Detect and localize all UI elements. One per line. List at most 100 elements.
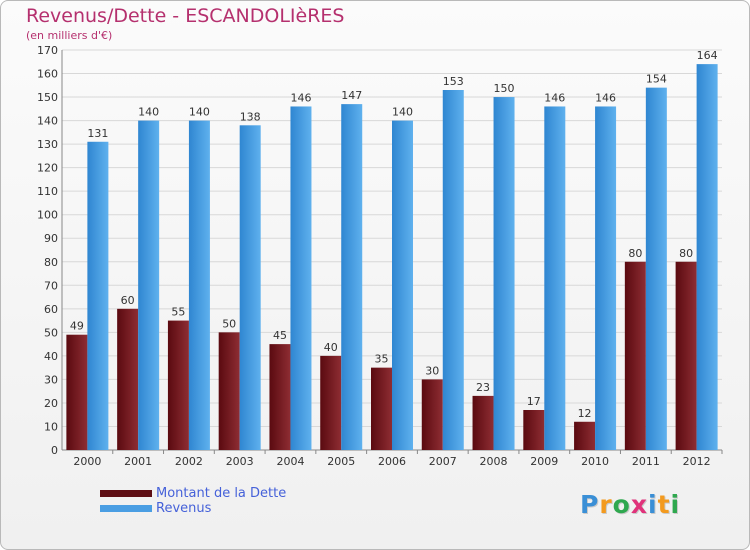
data-label-revenue: 140 (138, 106, 159, 119)
x-tick-label: 2010 (581, 455, 609, 468)
chart-title: Revenus/Dette - ESCANDOLIèRES (26, 5, 345, 27)
data-label-debt: 55 (171, 306, 185, 319)
bar-revenue (595, 106, 617, 451)
y-tick-label: 80 (44, 256, 58, 269)
y-tick-label: 40 (44, 350, 58, 363)
data-label-revenue: 154 (646, 73, 667, 86)
x-tick-label: 2009 (530, 455, 558, 468)
y-tick-label: 50 (44, 326, 58, 339)
x-tick-label: 2008 (480, 455, 508, 468)
data-label-debt: 80 (628, 247, 642, 260)
logo-letter: i (648, 490, 658, 519)
bar-debt (472, 395, 494, 450)
y-tick-label: 60 (44, 303, 58, 316)
legend-swatch-revenue (100, 505, 152, 512)
data-label-revenue: 150 (494, 82, 515, 95)
logo-letter: r (599, 490, 613, 519)
legend-label-debt: Montant de la Dette (156, 486, 287, 501)
logo-letter: P (580, 490, 600, 519)
x-tick-label: 2004 (276, 455, 304, 468)
bar-revenue (290, 106, 312, 451)
bar-debt (218, 332, 240, 450)
x-tick-label: 2006 (378, 455, 406, 468)
bar-debt (523, 410, 545, 450)
labels: 0 10 20 30 40 50 60 70 80 90 100 110 120 130 140 150 160… (37, 44, 718, 468)
bars (66, 64, 718, 451)
y-tick-label: 120 (37, 162, 58, 175)
data-label-debt: 60 (121, 294, 135, 307)
data-label-debt: 12 (578, 407, 592, 420)
bar-revenue (696, 64, 718, 450)
data-label-revenue: 147 (341, 89, 362, 102)
data-label-revenue: 146 (595, 91, 616, 104)
legend-swatch-debt (100, 490, 152, 497)
bar-debt (624, 261, 646, 450)
data-label-revenue: 140 (392, 106, 413, 119)
data-label-revenue: 138 (240, 110, 261, 123)
logo-letter: o (612, 490, 631, 519)
data-label-debt: 49 (70, 320, 84, 333)
y-tick-label: 110 (37, 185, 58, 198)
x-tick-label: 2007 (429, 455, 457, 468)
legend-item-revenue: Revenus (100, 501, 286, 516)
bar-revenue (544, 106, 566, 451)
x-tick-label: 2012 (683, 455, 711, 468)
y-tick-label: 70 (44, 279, 58, 292)
bar-debt (66, 334, 88, 450)
data-label-revenue: 146 (544, 91, 565, 104)
y-tick-label: 170 (37, 44, 58, 57)
y-tick-label: 100 (37, 209, 58, 222)
y-tick-label: 20 (44, 397, 58, 410)
bar-revenue (239, 125, 261, 450)
logo-letter: t (657, 490, 671, 519)
bar-debt (574, 421, 596, 450)
x-tick-label: 2002 (175, 455, 203, 468)
legend-label-revenue: Revenus (156, 501, 212, 516)
y-tick-label: 10 (44, 420, 58, 433)
bar-debt (167, 320, 189, 450)
x-tick-label: 2011 (632, 455, 660, 468)
x-tick-label: 2000 (73, 455, 101, 468)
chart-subtitle: (en milliers d'€) (26, 29, 113, 42)
logo-letter: x (630, 490, 648, 519)
y-tick-label: 30 (44, 373, 58, 386)
data-label-debt: 17 (527, 395, 541, 408)
data-label-debt: 45 (273, 329, 287, 342)
x-tick-label: 2005 (327, 455, 355, 468)
data-label-debt: 30 (425, 364, 439, 377)
data-label-revenue: 164 (697, 49, 718, 62)
data-label-debt: 35 (375, 353, 389, 366)
data-label-revenue: 131 (87, 127, 108, 140)
y-tick-label: 90 (44, 232, 58, 245)
legend: Montant de la Dette Revenus (100, 486, 286, 516)
y-tick-label: 130 (37, 138, 58, 151)
y-tick-label: 140 (37, 115, 58, 128)
y-tick-label: 150 (37, 91, 58, 104)
bar-revenue (493, 97, 515, 450)
bar-debt (269, 344, 291, 450)
bar-revenue (392, 120, 413, 451)
bar-revenue (87, 141, 109, 450)
bar-debt (371, 367, 392, 450)
bar-revenue (188, 120, 210, 451)
data-label-debt: 40 (324, 341, 338, 354)
x-tick-label: 2001 (124, 455, 152, 468)
y-tick-label: 0 (51, 444, 58, 457)
data-label-revenue: 140 (189, 106, 210, 119)
logo-letter: i (670, 490, 681, 519)
data-label-revenue: 153 (443, 75, 464, 88)
bar-debt (117, 308, 139, 450)
bar-debt (320, 355, 342, 450)
data-label-revenue: 146 (290, 91, 311, 104)
y-tick-label: 160 (37, 68, 58, 81)
data-label-debt: 50 (222, 317, 236, 330)
proxiti-logo: Proxiti (580, 490, 680, 519)
data-label-debt: 23 (476, 381, 490, 394)
bar-debt (421, 379, 443, 450)
bar-revenue (442, 90, 464, 450)
bar-revenue (341, 104, 363, 450)
legend-item-debt: Montant de la Dette (100, 486, 286, 501)
bar-revenue (138, 120, 160, 451)
data-label-debt: 80 (679, 247, 693, 260)
